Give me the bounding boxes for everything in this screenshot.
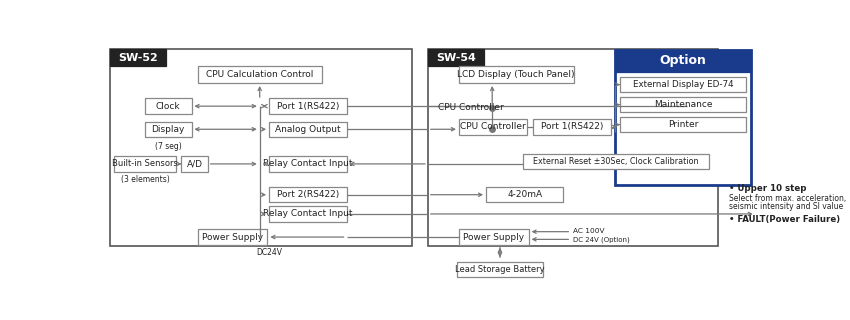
Text: DC24V: DC24V	[256, 248, 282, 257]
Bar	[269, 122, 347, 137]
Bar	[269, 206, 347, 222]
Text: (3 elements): (3 elements)	[121, 175, 169, 184]
Bar	[269, 156, 347, 172]
Bar	[486, 187, 564, 203]
Text: Option: Option	[660, 54, 706, 67]
Bar	[145, 99, 191, 114]
Bar	[110, 49, 166, 66]
Bar	[615, 50, 751, 71]
Bar	[198, 229, 268, 245]
Text: CPU Controller: CPU Controller	[460, 123, 526, 132]
Text: CPU Calculation Control: CPU Calculation Control	[206, 70, 314, 79]
Bar	[181, 156, 207, 172]
Bar	[114, 156, 176, 172]
Bar	[269, 187, 347, 203]
Bar	[615, 50, 751, 185]
Text: Select from max. acceleration,: Select from max. acceleration,	[728, 194, 846, 203]
Bar	[110, 49, 412, 246]
Text: Port 2(RS422): Port 2(RS422)	[276, 190, 339, 199]
Bar	[428, 49, 484, 66]
Text: LCD Display (Touch Panel): LCD Display (Touch Panel)	[457, 70, 575, 79]
Text: Power Supply: Power Supply	[202, 233, 264, 242]
Text: A/D: A/D	[187, 159, 202, 168]
Bar	[459, 66, 574, 83]
Text: CPU Controller: CPU Controller	[438, 103, 504, 112]
Text: Maintenance: Maintenance	[654, 100, 712, 109]
Text: • FAULT(Power Failure): • FAULT(Power Failure)	[728, 215, 840, 224]
Bar	[620, 77, 746, 92]
Text: Built-in Sensors: Built-in Sensors	[112, 159, 178, 168]
Text: Relay Contact Input: Relay Contact Input	[263, 210, 353, 219]
Text: External Reset ±30Sec, Clock Calibration: External Reset ±30Sec, Clock Calibration	[534, 157, 699, 166]
Text: AC 100V: AC 100V	[573, 228, 604, 234]
Text: seismic intensity and SI value: seismic intensity and SI value	[728, 202, 843, 211]
Text: Relay Contact Input: Relay Contact Input	[263, 159, 353, 168]
Text: Port 1(RS422): Port 1(RS422)	[276, 102, 339, 111]
Text: SW-54: SW-54	[436, 53, 476, 63]
Text: Printer: Printer	[668, 120, 699, 129]
Bar	[533, 119, 611, 135]
Text: SW-52: SW-52	[118, 53, 158, 63]
Bar	[620, 117, 746, 132]
Bar	[457, 262, 542, 277]
Bar	[459, 119, 527, 135]
Text: External Display ED-74: External Display ED-74	[633, 80, 734, 89]
Text: DC 24V (Option): DC 24V (Option)	[573, 236, 630, 243]
Text: Display: Display	[151, 125, 185, 134]
Bar	[620, 97, 746, 112]
Text: Lead Storage Battery: Lead Storage Battery	[455, 265, 545, 274]
Bar	[269, 99, 347, 114]
Text: Analog Output: Analog Output	[275, 125, 341, 134]
Text: Clock: Clock	[156, 102, 180, 111]
Text: Power Supply: Power Supply	[463, 233, 524, 242]
Bar	[428, 49, 718, 246]
Text: Port 1(RS422): Port 1(RS422)	[541, 123, 604, 132]
Text: 4-20mA: 4-20mA	[507, 190, 542, 199]
Bar	[145, 122, 191, 137]
Text: • Upper 10 step: • Upper 10 step	[728, 184, 806, 193]
Bar	[524, 154, 709, 169]
Text: (7 seg): (7 seg)	[155, 141, 182, 151]
Bar	[198, 66, 321, 83]
Bar	[459, 229, 529, 245]
